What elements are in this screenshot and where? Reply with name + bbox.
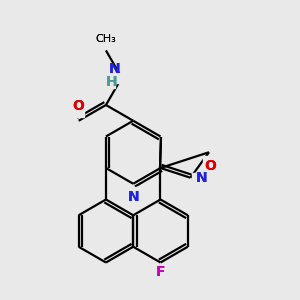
Text: N: N: [128, 190, 139, 204]
Text: N: N: [128, 190, 139, 204]
Bar: [107, 80, 116, 88]
Text: CH₃: CH₃: [96, 34, 116, 44]
Bar: [128, 187, 139, 197]
Bar: [73, 107, 84, 116]
Text: CH₃: CH₃: [96, 34, 116, 44]
Text: N: N: [109, 62, 120, 76]
Text: F: F: [156, 265, 165, 278]
Bar: [192, 173, 206, 182]
Text: H: H: [105, 75, 117, 89]
Bar: [110, 73, 122, 82]
Bar: [203, 157, 215, 166]
Text: N: N: [196, 171, 208, 185]
Text: N: N: [109, 62, 120, 76]
Text: O: O: [205, 159, 216, 173]
Text: O: O: [205, 159, 216, 173]
Bar: [95, 37, 116, 47]
Text: H: H: [105, 75, 117, 89]
Bar: [155, 267, 166, 276]
Text: O: O: [73, 99, 85, 113]
Text: O: O: [73, 99, 85, 113]
Text: F: F: [156, 265, 165, 278]
Text: N: N: [196, 171, 208, 185]
